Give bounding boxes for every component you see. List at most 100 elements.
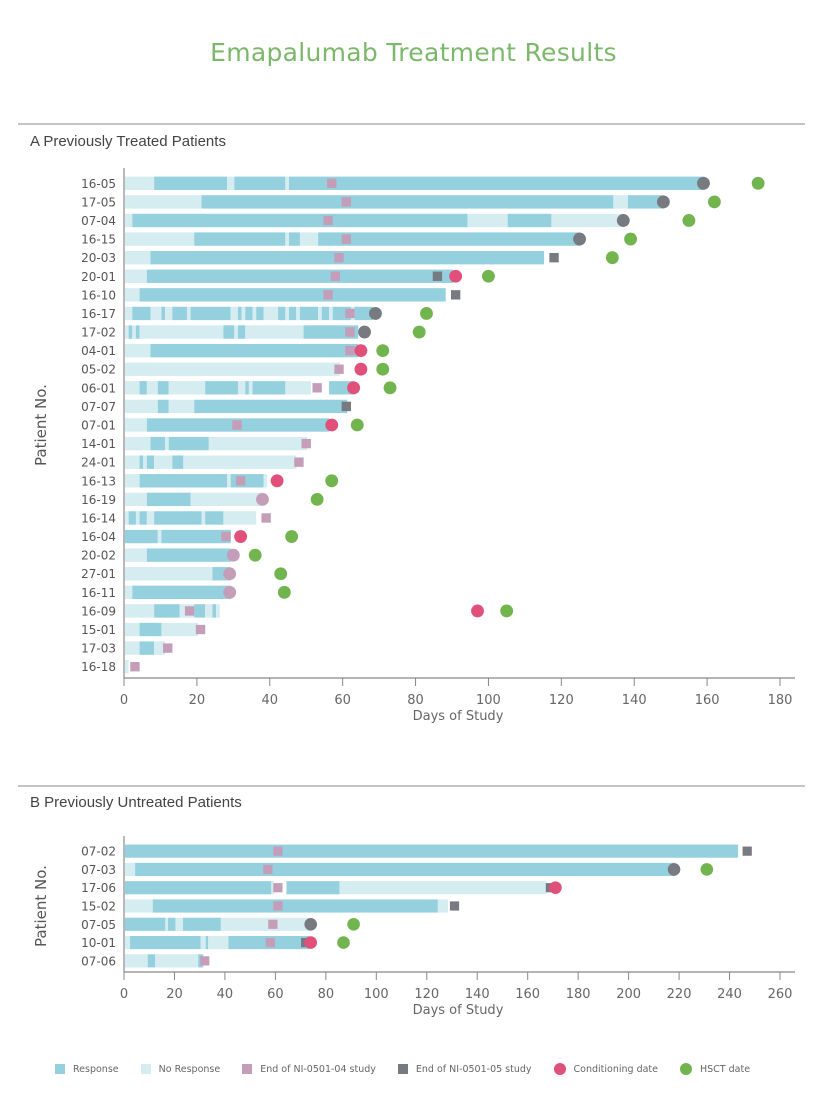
no-response-segment xyxy=(139,325,224,339)
response-segment xyxy=(318,232,581,246)
patient-label: 16-19 xyxy=(81,493,116,507)
response-segment xyxy=(289,306,297,321)
response-segment xyxy=(289,232,300,246)
end05-marker xyxy=(616,214,630,227)
x-axis-label: Days of Study xyxy=(413,709,504,724)
patient-label: 15-02 xyxy=(81,900,116,914)
x-tick-label: 240 xyxy=(717,987,742,1002)
response-segment xyxy=(125,529,158,544)
end04-marker xyxy=(130,662,140,672)
no-response-segment xyxy=(125,232,195,246)
conditioning-marker xyxy=(347,381,361,395)
no-response-segment xyxy=(125,436,151,451)
y-axis-label: Patient No. xyxy=(32,865,50,947)
end04-marker xyxy=(256,492,269,506)
no-response-segment xyxy=(125,862,136,877)
hsct-marker xyxy=(412,325,426,339)
no-response-segment xyxy=(230,306,238,321)
end04-marker xyxy=(334,364,344,374)
end04-marker xyxy=(341,197,351,207)
legend-swatch xyxy=(397,1064,408,1074)
response-segment xyxy=(205,935,209,950)
hsct-marker xyxy=(350,418,364,432)
x-tick-label: 100 xyxy=(476,693,501,708)
x-tick-label: 180 xyxy=(566,987,591,1002)
end05-marker xyxy=(697,176,710,190)
no-response-segment xyxy=(161,622,198,637)
response-segment xyxy=(139,288,446,302)
response-segment xyxy=(507,213,552,228)
legend-item-end04: End of NI-0501-04 study xyxy=(242,1063,376,1075)
response-segment xyxy=(172,306,187,321)
no-response-segment xyxy=(165,917,168,931)
legend-item-hsct: HSCT date xyxy=(680,1063,750,1075)
end05-marker xyxy=(656,195,670,209)
response-segment xyxy=(152,899,438,913)
legend-item-end05: End of NI-0501-05 study xyxy=(397,1063,532,1075)
response-segment xyxy=(135,862,676,877)
end04-marker xyxy=(273,901,283,911)
hsct-marker xyxy=(376,362,390,376)
patient-label: 17-05 xyxy=(81,195,116,209)
no-response-segment xyxy=(437,899,448,913)
no-response-segment xyxy=(125,176,155,190)
response-segment xyxy=(237,325,246,339)
no-response-segment xyxy=(183,455,297,469)
no-response-segment xyxy=(154,641,166,655)
end04-marker xyxy=(345,308,355,319)
response-segment xyxy=(154,176,228,190)
no-response-segment xyxy=(125,288,140,302)
response-segment xyxy=(154,511,202,525)
patient-label: 16-17 xyxy=(81,307,116,321)
response-segment xyxy=(135,325,140,339)
x-tick-label: 260 xyxy=(768,987,793,1002)
no-response-segment xyxy=(248,381,253,395)
response-segment xyxy=(146,455,155,469)
hsct-marker xyxy=(285,530,299,543)
response-segment xyxy=(128,511,136,525)
chart-panel-b: 0 20 40 60 80 100 120 140 160 180 200 220 240 260 Days… xyxy=(32,836,795,1018)
no-response-segment xyxy=(135,511,140,525)
response-segment xyxy=(286,881,340,895)
patient-label: 10-01 xyxy=(81,936,116,950)
patient-label: 16-13 xyxy=(81,474,116,488)
patient-label: 27-01 xyxy=(81,567,116,581)
response-segment xyxy=(125,844,739,858)
response-segment xyxy=(183,917,221,931)
patient-label: 07-03 xyxy=(81,863,116,877)
end04-marker xyxy=(163,643,173,653)
end05-marker xyxy=(667,863,681,876)
no-response-segment xyxy=(296,306,300,321)
no-response-segment xyxy=(186,306,191,321)
end04-marker xyxy=(330,271,341,281)
hsct-marker xyxy=(420,307,433,320)
no-response-segment xyxy=(329,306,333,321)
no-response-segment xyxy=(165,306,173,321)
no-response-segment xyxy=(125,492,147,507)
response-segment xyxy=(132,306,151,321)
no-response-segment xyxy=(613,195,628,209)
end04-marker xyxy=(273,846,283,856)
conditioning-marker xyxy=(270,474,284,488)
no-response-segment xyxy=(216,604,220,618)
end04-marker xyxy=(312,383,322,393)
conditioning-marker xyxy=(325,418,339,432)
hsct-marker xyxy=(482,269,495,283)
patient-label: 05-02 xyxy=(81,363,116,377)
end04-marker xyxy=(200,956,210,966)
no-response-segment xyxy=(146,381,158,395)
no-response-segment xyxy=(263,306,279,321)
x-axis-label: Days of Study xyxy=(413,1003,504,1018)
hsct-marker xyxy=(707,195,721,209)
end04-marker xyxy=(327,178,337,188)
x-tick-label: 20 xyxy=(166,987,183,1002)
hsct-marker xyxy=(624,232,638,246)
no-response-segment xyxy=(125,935,131,950)
no-response-segment xyxy=(132,325,136,339)
no-response-segment xyxy=(125,954,148,968)
patient-label: 07-02 xyxy=(81,845,116,859)
hsct-marker xyxy=(383,381,397,395)
legend-item-conditioning: Conditioning date xyxy=(553,1063,658,1075)
no-response-segment xyxy=(125,269,147,283)
